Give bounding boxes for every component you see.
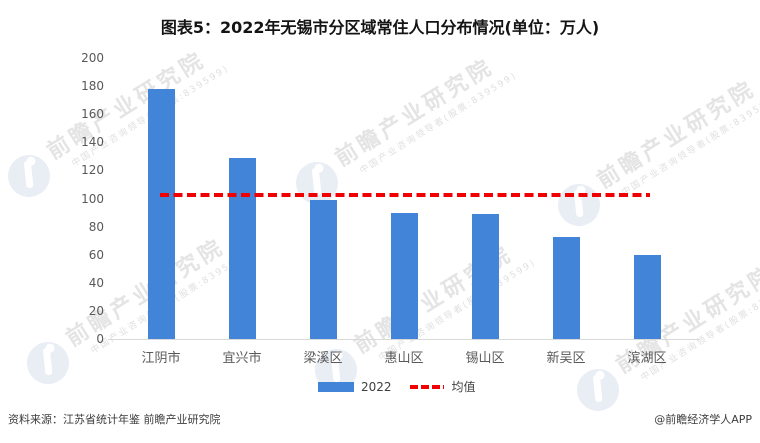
x-tick-label: 新吴区 [546, 351, 586, 366]
y-tick-label: 120 [81, 163, 104, 178]
x-tick-label: 梁溪区 [303, 351, 343, 366]
bar-江阴市 [147, 88, 175, 339]
y-tick-label: 180 [81, 79, 104, 94]
legend-2022-label: 2022 [361, 379, 392, 394]
bar-新吴区 [552, 236, 580, 339]
legend-mean-label: 均值 [451, 380, 476, 394]
footer: 资料来源：江苏省统计年鉴 前瞻产业研究院 @前瞻经济学人APP [8, 411, 752, 427]
bar-宜兴市 [228, 158, 256, 339]
bar-锡山区 [471, 214, 499, 339]
mean-line [160, 193, 650, 198]
x-axis-line [108, 339, 700, 340]
bar-惠山区 [390, 212, 418, 339]
x-tick-label: 宜兴市 [222, 351, 262, 366]
legend-2022-swatch [318, 381, 354, 392]
bar-梁溪区 [309, 200, 337, 339]
legend: 2022 均值 [318, 378, 476, 395]
y-tick-label: 80 [88, 219, 104, 234]
y-tick-label: 140 [81, 135, 104, 150]
y-tick-label: 60 [88, 247, 104, 262]
y-tick-label: 100 [81, 191, 104, 206]
bar-滨湖区 [633, 254, 661, 339]
x-tick-label: 江阴市 [141, 351, 181, 366]
y-tick-label: 0 [96, 332, 104, 346]
y-tick-label: 40 [88, 275, 104, 290]
y-tick-label: 160 [81, 107, 104, 122]
x-tick-label: 滨湖区 [627, 351, 667, 366]
y-tick-label: 20 [88, 303, 104, 318]
chart-title: 图表5：2022年无锡市分区域常住人口分布情况(单位：万人) [160, 18, 600, 37]
source-note: 资料来源：江苏省统计年鉴 前瞻产业研究院 [8, 413, 221, 426]
x-tick-label: 锡山区 [465, 351, 505, 366]
credit-note: @前瞻经济学人APP [654, 413, 752, 426]
legend-mean-swatch [409, 384, 444, 389]
y-tick-label: 200 [81, 51, 104, 65]
x-tick-label: 惠山区 [384, 351, 424, 366]
